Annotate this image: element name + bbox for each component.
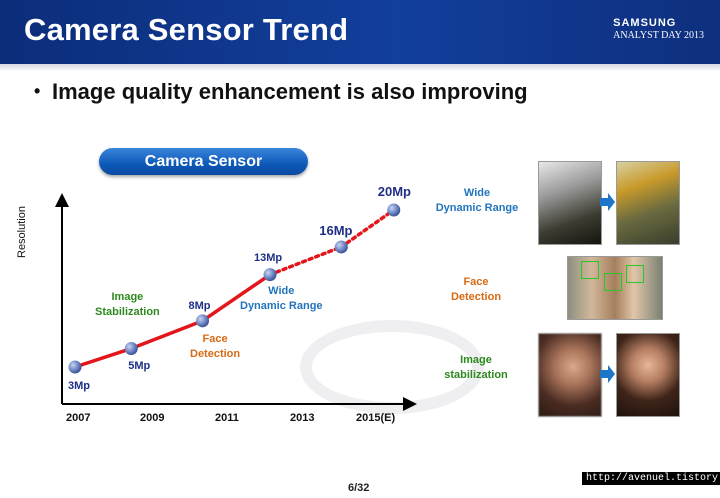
arrow-right-icon bbox=[600, 193, 615, 211]
section-pill-camera-sensor: Camera Sensor bbox=[99, 148, 308, 175]
data-label-16mp: 16Mp bbox=[319, 222, 353, 238]
annotation-face-detection: Face Detection bbox=[190, 333, 241, 360]
source-url: http://avenuel.tistory.com bbox=[582, 472, 720, 485]
bullet-point: • Image quality enhancement is also impro… bbox=[34, 79, 528, 105]
projected-line-segment bbox=[268, 245, 343, 277]
brand-event: ANALYST DAY 2013 bbox=[613, 30, 704, 41]
data-point-5mp bbox=[124, 342, 138, 356]
face-box-2 bbox=[604, 273, 622, 291]
trend-line-segment bbox=[73, 346, 133, 369]
x-tick-label-2013: 2013 bbox=[290, 412, 315, 424]
data-point-8mp bbox=[196, 314, 209, 328]
annotation-wide-dynamic-range: Wide Dynamic Range bbox=[240, 285, 323, 312]
trend-line-segment bbox=[129, 319, 205, 351]
bullet-text: Image quality enhancement is also improv… bbox=[52, 79, 528, 104]
data-label-13mp: 13Mp bbox=[254, 251, 283, 264]
photo-face-detection bbox=[567, 256, 663, 320]
data-label-3mp: 3Mp bbox=[68, 380, 90, 392]
y-axis-label: Resolution bbox=[16, 206, 28, 258]
x-tick-label-2015e: 2015(E) bbox=[356, 412, 396, 424]
data-point-13mp bbox=[263, 268, 277, 282]
x-tick-label-2007: 2007 bbox=[66, 412, 91, 424]
trend-line-segment bbox=[200, 272, 272, 323]
brand-logo: SAMSUNG ANALYST DAY 2013 bbox=[613, 17, 704, 41]
brand-name: SAMSUNG bbox=[613, 17, 677, 29]
data-point-20mp bbox=[387, 203, 401, 217]
x-tick-label-2009: 2009 bbox=[140, 412, 165, 424]
photo-wdr-after bbox=[616, 161, 680, 245]
face-box-1 bbox=[581, 261, 599, 279]
face-box-3 bbox=[626, 265, 644, 283]
data-label-8mp: 8Mp bbox=[188, 299, 211, 312]
projected-line-segment bbox=[339, 208, 396, 249]
photo-stabilization-after bbox=[616, 333, 680, 417]
data-label-5mp: 5Mp bbox=[128, 359, 151, 372]
annotation-image-stabilization: Image Stabilization bbox=[95, 291, 160, 318]
slide-title: Camera Sensor Trend bbox=[24, 12, 349, 47]
page-number: 6/32 bbox=[348, 482, 370, 494]
photo-stabilization-before bbox=[538, 333, 602, 417]
title-bar-stripe bbox=[0, 64, 720, 70]
feature-label-image-stabilization: Image stabilization bbox=[444, 354, 508, 381]
x-tick-label-2011: 2011 bbox=[215, 412, 239, 424]
title-bar bbox=[0, 0, 720, 64]
data-label-20mp: 20Mp bbox=[377, 184, 411, 199]
bullet-dot-icon: • bbox=[34, 81, 41, 101]
arrow-right-icon bbox=[600, 365, 615, 383]
photo-wdr-before bbox=[538, 161, 602, 245]
data-point-3mp bbox=[68, 360, 82, 374]
feature-label-face-detection: Face Detection bbox=[450, 276, 502, 303]
feature-label-wide-dynamic-range: Wide Dynamic Range bbox=[435, 187, 519, 214]
data-point-16mp bbox=[334, 240, 348, 254]
